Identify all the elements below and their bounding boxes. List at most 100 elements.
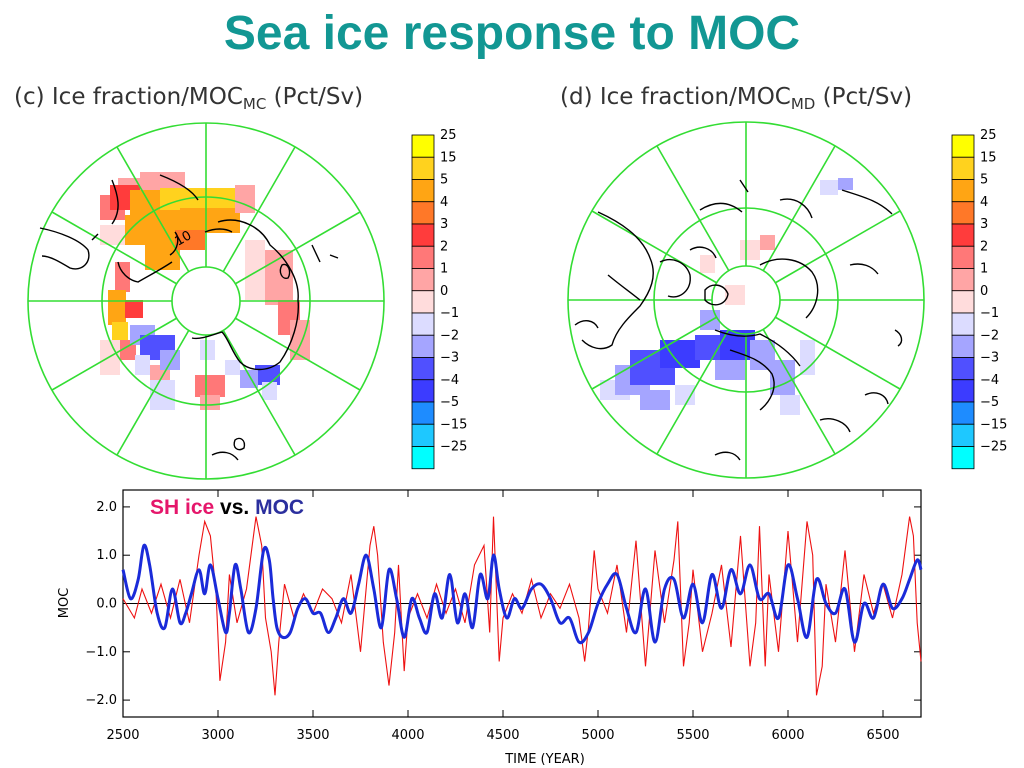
colorbar-label: 2 (440, 239, 448, 254)
colorbar-swatch (411, 312, 435, 336)
y-tick-label: 1.0 (96, 548, 117, 563)
x-tick-label: 4000 (391, 728, 424, 743)
colorbar-label: 4 (980, 195, 988, 210)
y-tick-label: −2.0 (85, 693, 117, 708)
colorbar-label: −25 (440, 440, 467, 455)
colorbar-swatch (411, 268, 435, 292)
south-polar-map: 10 (27, 122, 385, 480)
colorbar-label: −2 (440, 328, 459, 343)
moc-series-line (121, 543, 923, 645)
colorbar-d: 25 15 5 4 3 2 1 0 −1 −2 −3 −4 −5 −15 −25 (951, 128, 1007, 470)
colorbar-swatch (411, 379, 435, 403)
colorbar-swatch (951, 423, 975, 447)
x-tick-label: 5500 (676, 728, 709, 743)
x-tick-label: 6500 (866, 728, 899, 743)
contour-label: 10 (173, 228, 195, 249)
legend-moc: MOC (255, 496, 305, 519)
colorbar-swatch (411, 201, 435, 225)
map-grid (567, 121, 925, 479)
y-axis-title: MOC (57, 588, 72, 619)
colorbar-label: 4 (440, 195, 448, 210)
colorbar-label: −1 (440, 306, 459, 321)
colorbar-swatch (951, 268, 975, 292)
colorbar-label: −2 (980, 328, 999, 343)
colorbar-label: −15 (980, 417, 1007, 432)
colorbar-label: −5 (440, 395, 459, 410)
anomaly-cells-positive (700, 235, 775, 305)
chart-legend: SH ice vs. MOC (150, 496, 304, 520)
colorbar-label: −3 (440, 351, 459, 366)
colorbar-swatch (951, 357, 975, 381)
panel-c-title-tail: (Pct/Sv) (273, 84, 364, 110)
panel-d-title: (d) Ice fraction/MOCMD (Pct/Sv) (560, 84, 912, 113)
colorbar-label: 5 (440, 173, 448, 188)
colorbar-label: 15 (980, 150, 997, 165)
colorbar-label: −25 (980, 440, 1007, 455)
colorbar-label: 15 (440, 150, 457, 165)
colorbar-label: −4 (440, 373, 459, 388)
colorbar-label: 3 (980, 217, 988, 232)
x-tick-label: 2500 (106, 728, 139, 743)
anomaly-cells-negative (600, 178, 853, 415)
colorbar-swatch (951, 134, 975, 158)
colorbar-label: 1 (980, 262, 988, 277)
panel-c-title: (c) Ice fraction/MOCMC (Pct/Sv) (14, 84, 363, 113)
colorbar-label: −15 (440, 417, 467, 432)
north-polar-map (567, 121, 925, 479)
colorbar-label: 25 (980, 128, 997, 143)
y-tick-label: 2.0 (96, 500, 117, 515)
coastlines (574, 179, 903, 461)
colorbar-swatch (951, 334, 975, 358)
colorbar-swatch (951, 379, 975, 403)
colorbar-swatch (411, 401, 435, 425)
colorbar-swatch (951, 156, 975, 180)
colorbar-c: 25 15 5 4 3 2 1 0 −1 −2 −3 −4 −5 −15 −25 (411, 128, 467, 470)
colorbar-swatch (951, 312, 975, 336)
colorbar-swatch (951, 290, 975, 314)
colorbar-swatch (411, 134, 435, 158)
x-tick-label: 4500 (486, 728, 519, 743)
colorbar-label: 5 (980, 173, 988, 188)
x-tick-label: 6000 (771, 728, 804, 743)
colorbar-label: −5 (980, 395, 999, 410)
colorbar-swatch (411, 223, 435, 247)
colorbar-swatch (951, 245, 975, 269)
x-axis-title: TIME (YEAR) (504, 752, 585, 767)
colorbar-label: 0 (440, 284, 448, 299)
colorbar-label: −4 (980, 373, 999, 388)
colorbar-swatch (951, 179, 975, 203)
time-series-chart: 2500 3000 3500 4000 4500 5000 5500 6000 6500 2.0 1… (57, 489, 923, 767)
coastlines (39, 174, 339, 461)
y-tick-label: 0.0 (96, 597, 117, 612)
x-tick-label: 5000 (581, 728, 614, 743)
colorbar-label: 0 (980, 284, 988, 299)
colorbar-swatch (951, 223, 975, 247)
legend-sh-ice: SH ice (150, 496, 215, 519)
colorbar-swatch (951, 446, 975, 470)
panel-c-title-sub: MC (242, 95, 267, 113)
slide-title-text: Sea ice response to MOC (223, 7, 801, 60)
legend-vs: vs. (220, 496, 250, 519)
colorbar-label: 3 (440, 217, 448, 232)
colorbar-swatch (951, 201, 975, 225)
colorbar-swatch (411, 446, 435, 470)
colorbar-swatch (411, 245, 435, 269)
colorbar-label: −3 (980, 351, 999, 366)
colorbar-swatch (411, 156, 435, 180)
colorbar-swatch (951, 401, 975, 425)
colorbar-swatch (411, 334, 435, 358)
colorbar-swatch (411, 290, 435, 314)
y-tick-label: −1.0 (85, 645, 117, 660)
colorbar-label: 25 (440, 128, 457, 143)
panel-d-title-main: (d) Ice fraction/MOC (560, 84, 791, 110)
colorbar-swatch (411, 357, 435, 381)
panel-d-title-tail: (Pct/Sv) (822, 84, 913, 110)
colorbar-swatch (411, 179, 435, 203)
colorbar-swatch (411, 423, 435, 447)
axis-ticks: 2500 3000 3500 4000 4500 5000 5500 6000 6500 2.0 1… (85, 490, 921, 743)
map-grid (27, 122, 385, 480)
x-tick-label: 3000 (201, 728, 234, 743)
slide-title: Sea ice response to MOC (0, 6, 1024, 61)
panel-d-title-sub: MD (790, 95, 816, 113)
